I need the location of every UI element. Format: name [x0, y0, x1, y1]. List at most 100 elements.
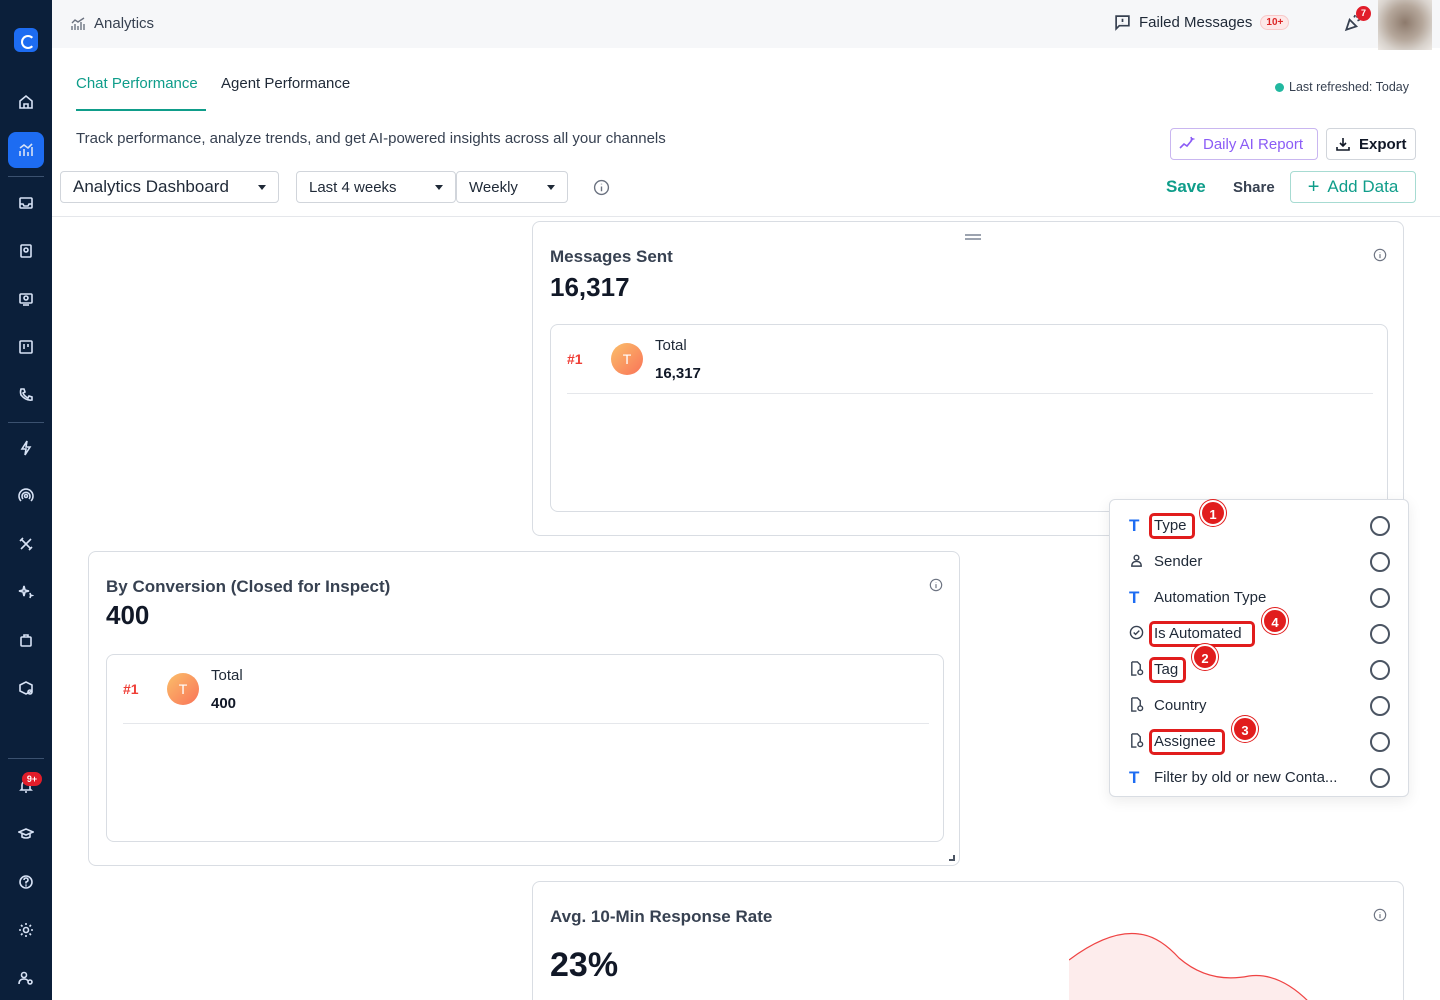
dropdown-item-is-automated[interactable]: Is Automated [1110, 616, 1410, 652]
highlight-box [1149, 513, 1195, 539]
chevron-down-icon [435, 184, 443, 190]
card-value: 400 [106, 600, 150, 630]
automation-icon[interactable] [8, 430, 44, 466]
dropdown-item-label: Automation Type [1154, 589, 1267, 606]
highlight-box [1149, 729, 1225, 755]
failed-messages-label: Failed Messages [1139, 14, 1253, 31]
resize-handle-icon[interactable] [949, 855, 955, 861]
card-title: Avg. 10-Min Response Rate [550, 907, 773, 926]
help-icon[interactable] [8, 864, 44, 900]
document-icon [1129, 697, 1145, 715]
row-divider [567, 393, 1373, 394]
dropdown-item-label: Type [1154, 517, 1187, 534]
download-icon [1336, 138, 1350, 151]
board-icon[interactable] [8, 329, 44, 365]
contacts-icon[interactable] [8, 233, 44, 269]
announcements-button[interactable]: 7 [1344, 6, 1371, 36]
info-icon[interactable] [929, 578, 943, 592]
dropdown-item-assignee[interactable]: Assignee [1110, 724, 1410, 760]
dropdown-item-tag[interactable]: Tag [1110, 652, 1410, 688]
rank-label: #1 [567, 351, 583, 367]
dropdown-item-type[interactable]: T Type [1110, 508, 1410, 544]
info-icon[interactable] [593, 179, 610, 196]
info-icon[interactable] [1373, 248, 1387, 262]
tab-agent-performance[interactable]: Agent Performance [221, 75, 351, 92]
sidebar: 9+ [0, 0, 52, 1000]
page-subtitle: Track performance, analyze trends, and g… [76, 130, 666, 147]
card-title: By Conversion (Closed for Inspect) [106, 577, 391, 596]
app-logo[interactable] [14, 28, 38, 52]
tab-chat-performance[interactable]: Chat Performance [76, 75, 198, 92]
avatar: T [167, 673, 199, 705]
radio-button[interactable] [1370, 768, 1390, 788]
learn-icon[interactable] [8, 816, 44, 852]
page-title: Analytics [94, 15, 155, 32]
commerce-icon[interactable] [8, 670, 44, 706]
tools-icon[interactable] [8, 526, 44, 562]
chevron-down-icon [547, 184, 555, 190]
info-icon[interactable] [1373, 908, 1387, 922]
radio-button[interactable] [1370, 660, 1390, 680]
row-value: 16,317 [655, 365, 701, 382]
interval-value: Weekly [469, 178, 518, 196]
team-icon[interactable] [8, 960, 44, 996]
message-alert-icon [1115, 15, 1130, 31]
date-range-value: Last 4 weeks [309, 178, 397, 196]
status-dot [1275, 82, 1284, 92]
dropdown-item-label: Country [1154, 697, 1207, 714]
dropdown-item-label: Is Automated [1154, 625, 1242, 642]
avatar: T [611, 343, 643, 375]
phone-icon[interactable] [8, 377, 44, 413]
radio-button[interactable] [1370, 588, 1390, 608]
dashboard-select[interactable]: Analytics Dashboard [60, 171, 279, 203]
annotation-badge: 2 [1192, 644, 1218, 670]
signal-icon[interactable] [8, 478, 44, 514]
radio-button[interactable] [1370, 552, 1390, 572]
daily-ai-report-button[interactable]: Daily AI Report [1170, 128, 1318, 160]
sidebar-notification-badge: 9+ [22, 772, 42, 786]
radio-button[interactable] [1370, 732, 1390, 752]
radio-button[interactable] [1370, 516, 1390, 536]
settings-icon[interactable] [8, 912, 44, 948]
row-label: Total [655, 337, 687, 354]
dropdown-item-country[interactable]: Country [1110, 688, 1410, 724]
date-range-select[interactable]: Last 4 weeks [296, 171, 456, 203]
highlight-box [1149, 621, 1255, 647]
annotation-badge: 3 [1232, 716, 1258, 742]
analytics-icon[interactable] [8, 132, 44, 168]
add-data-button[interactable]: + Add Data [1290, 171, 1416, 203]
share-button[interactable]: Share [1233, 179, 1275, 196]
failed-messages-button[interactable]: Failed Messages 10+ [1114, 14, 1290, 31]
radio-button[interactable] [1370, 696, 1390, 716]
page-breadcrumb: Analytics [70, 15, 154, 32]
export-button[interactable]: Export [1326, 128, 1416, 160]
dropdown-item-contact-filter[interactable]: T Filter by old or new Conta... [1110, 760, 1410, 796]
interval-select[interactable]: Weekly [456, 171, 568, 203]
sidebar-divider [8, 758, 44, 759]
ai-icon[interactable] [8, 574, 44, 610]
row-value: 400 [211, 695, 237, 712]
messages-sent-card: Messages Sent 16,317 #1 T Total 16,317 [532, 221, 1404, 536]
ranking-list: #1 T Total 16,317 [550, 324, 1388, 512]
trend-sparkline [1069, 932, 1308, 1000]
text-icon: T [1129, 588, 1140, 607]
active-tab-indicator [76, 109, 206, 111]
add-data-label: Add Data [1327, 177, 1399, 196]
document-icon [1129, 733, 1145, 751]
last-refreshed-status: Last refreshed: Today [1275, 80, 1409, 94]
user-avatar[interactable] [1378, 0, 1432, 50]
card-value: 23% [550, 946, 619, 984]
inbox-icon[interactable] [8, 185, 44, 221]
broadcast-icon[interactable] [8, 281, 44, 317]
plus-icon: + [1307, 176, 1320, 198]
drag-handle-icon[interactable] [965, 234, 981, 240]
save-button[interactable]: Save [1166, 177, 1206, 196]
dashboard-select-value: Analytics Dashboard [73, 177, 229, 196]
radio-button[interactable] [1370, 624, 1390, 644]
dropdown-item-label: Sender [1154, 553, 1203, 570]
home-icon[interactable] [8, 84, 44, 120]
dropdown-item-sender[interactable]: Sender [1110, 544, 1410, 580]
dropdown-item-automation-type[interactable]: T Automation Type [1110, 580, 1410, 616]
highlight-box [1149, 657, 1186, 683]
bag-icon[interactable] [8, 622, 44, 658]
